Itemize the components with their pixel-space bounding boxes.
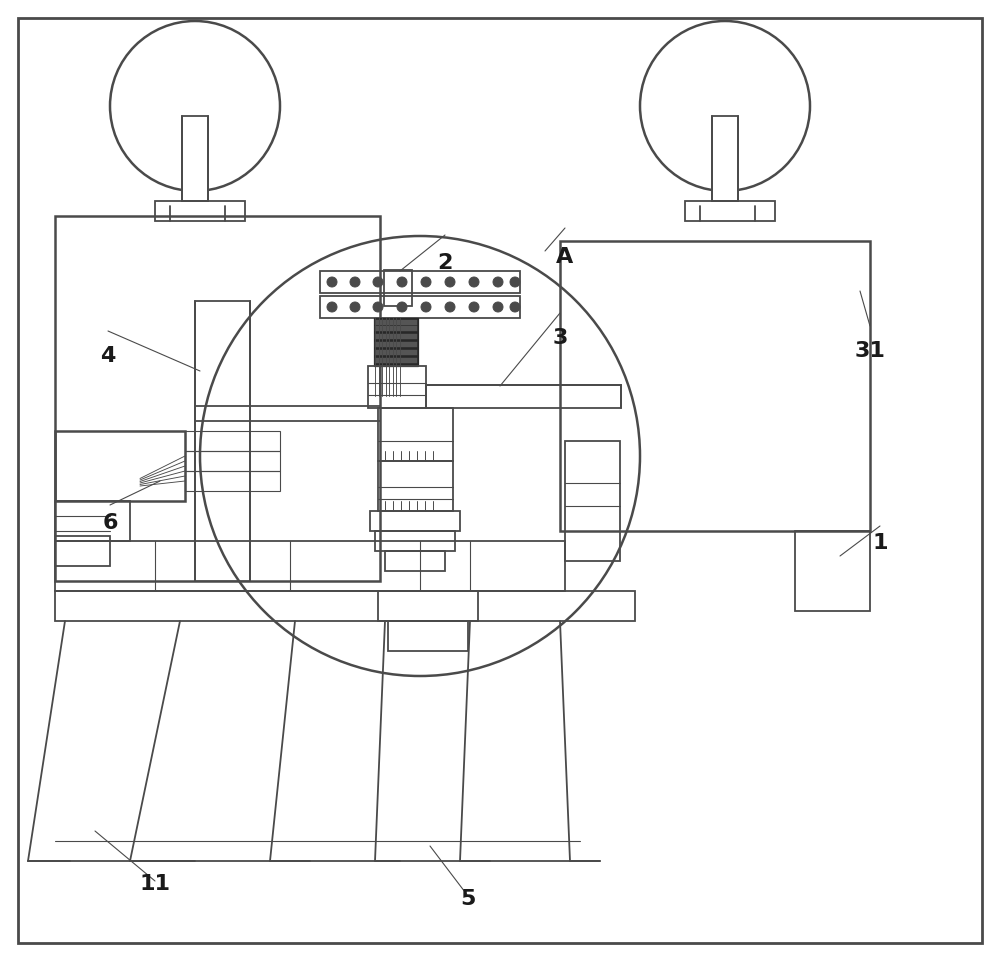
Circle shape — [493, 277, 503, 287]
Circle shape — [397, 302, 407, 312]
Circle shape — [397, 277, 407, 287]
Circle shape — [510, 302, 520, 312]
Bar — [55, 536, 110, 566]
Bar — [378, 408, 453, 461]
Bar — [55, 216, 380, 581]
Circle shape — [469, 277, 479, 287]
Text: 1: 1 — [872, 533, 888, 553]
Bar — [378, 591, 478, 621]
Bar — [155, 201, 245, 221]
Bar — [375, 320, 417, 325]
Bar — [375, 334, 417, 339]
Circle shape — [445, 277, 455, 287]
Text: 2: 2 — [437, 254, 453, 273]
Bar — [185, 431, 280, 451]
Bar — [375, 326, 417, 331]
Text: 5: 5 — [460, 889, 476, 908]
Bar — [378, 461, 453, 511]
Circle shape — [373, 277, 383, 287]
Bar — [375, 350, 417, 355]
Circle shape — [445, 302, 455, 312]
Text: A: A — [556, 247, 574, 266]
Bar — [182, 116, 208, 201]
Bar — [385, 551, 445, 571]
Bar — [375, 342, 417, 347]
Bar — [195, 301, 250, 581]
Text: 11: 11 — [140, 875, 170, 894]
Bar — [375, 358, 417, 363]
Bar — [320, 296, 520, 318]
Bar — [388, 621, 468, 651]
Bar — [375, 531, 455, 551]
Circle shape — [350, 302, 360, 312]
Text: 31: 31 — [855, 341, 885, 360]
Bar — [565, 441, 620, 561]
Bar — [374, 318, 418, 366]
Circle shape — [421, 277, 431, 287]
Bar — [712, 116, 738, 201]
Text: 6: 6 — [102, 513, 118, 532]
Bar — [55, 501, 130, 541]
Bar — [320, 271, 520, 293]
Circle shape — [350, 277, 360, 287]
Bar — [55, 541, 565, 591]
Bar — [368, 366, 426, 408]
Bar — [384, 270, 412, 306]
Circle shape — [469, 302, 479, 312]
Circle shape — [327, 277, 337, 287]
Bar — [55, 431, 185, 501]
Bar — [185, 471, 280, 491]
Text: 3: 3 — [552, 329, 568, 348]
Text: 4: 4 — [100, 346, 116, 365]
Bar — [685, 201, 775, 221]
Circle shape — [373, 302, 383, 312]
Bar — [185, 451, 280, 471]
Bar — [795, 531, 870, 611]
Circle shape — [493, 302, 503, 312]
Circle shape — [421, 302, 431, 312]
Bar — [560, 241, 870, 531]
Circle shape — [510, 277, 520, 287]
Bar — [370, 511, 460, 531]
Bar — [426, 385, 621, 408]
Circle shape — [327, 302, 337, 312]
Bar — [55, 591, 635, 621]
